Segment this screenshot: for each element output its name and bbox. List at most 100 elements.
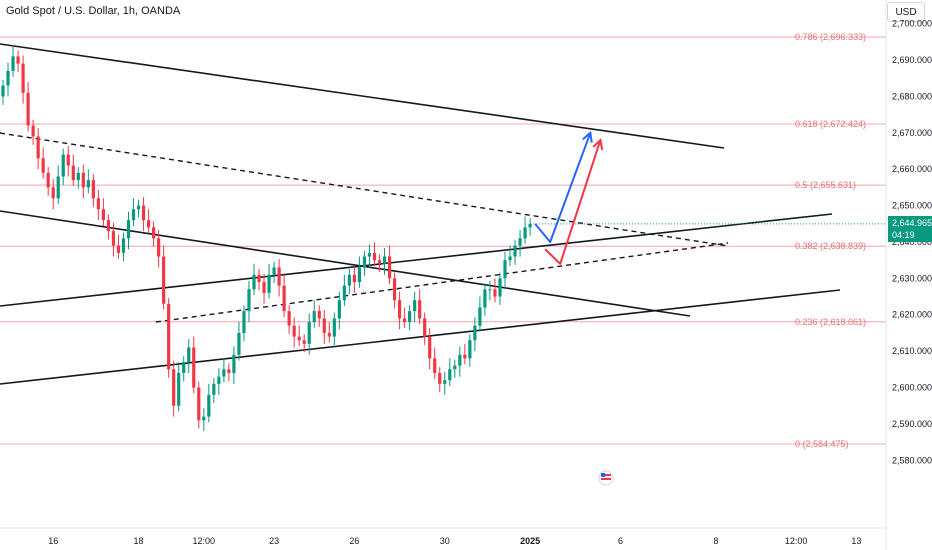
candle	[202, 416, 206, 421]
candle	[302, 340, 306, 344]
candle	[16, 56, 20, 64]
fib-label: 0.236 (2,618.061)	[795, 317, 866, 327]
candle	[292, 325, 296, 337]
fibonacci-levels: 0.786 (2,696.333) 0.618 (2,672.424) 0.5 (2…	[0, 32, 886, 449]
projection-arrows	[534, 130, 604, 265]
candle	[377, 260, 382, 264]
candle	[327, 332, 331, 337]
y-tick-label: 2,600.000	[892, 383, 932, 393]
y-tick-label: 2,670.000	[892, 128, 932, 138]
candle	[277, 267, 281, 286]
candle	[101, 209, 105, 221]
candle	[433, 358, 437, 373]
candle	[418, 300, 422, 319]
candle	[468, 340, 472, 359]
candle	[488, 289, 492, 291]
candle	[76, 172, 80, 181]
candle	[322, 318, 326, 333]
candle	[162, 256, 166, 304]
candle	[222, 369, 226, 377]
candle	[242, 311, 246, 333]
candle	[503, 260, 507, 279]
candle	[428, 336, 432, 359]
candle	[192, 347, 196, 388]
candle	[367, 252, 372, 257]
candle	[217, 376, 221, 384]
candle	[197, 387, 201, 421]
dashed-rising-line	[155, 242, 729, 323]
fib-label: 0.618 (2,672.424)	[795, 119, 866, 129]
candle	[31, 125, 35, 137]
candle	[21, 63, 25, 93]
candle	[61, 154, 65, 177]
candle	[332, 318, 336, 337]
y-tick-label: 2,660.000	[892, 164, 932, 174]
candle	[413, 300, 417, 312]
candle	[121, 238, 126, 253]
x-tick-label: 18	[134, 536, 144, 546]
candle	[26, 92, 30, 126]
candle	[438, 372, 442, 384]
x-axis[interactable]: 16 18 12:00 23 26 30 2025 6 8 12:00 13	[48, 536, 861, 546]
last-price-tag: 2,644.965 04:19	[888, 216, 932, 242]
candle	[463, 354, 467, 359]
chart-title: Gold Spot / U.S. Dollar, 1h, OANDA	[6, 5, 181, 17]
candle	[513, 245, 517, 257]
candle	[307, 322, 311, 344]
x-tick-label: 26	[349, 536, 359, 546]
candle	[312, 311, 316, 323]
candle	[478, 307, 482, 326]
candle	[126, 220, 131, 239]
candle	[362, 256, 367, 268]
rising-line-lower	[0, 289, 841, 385]
candle	[51, 187, 55, 199]
candle	[382, 256, 387, 264]
candle	[157, 238, 161, 257]
candle	[252, 274, 256, 290]
candle	[448, 369, 452, 381]
candle	[111, 231, 116, 246]
candle	[86, 180, 90, 188]
candle	[247, 289, 251, 312]
x-tick-label: 8	[713, 536, 718, 546]
candle	[347, 274, 351, 286]
fib-label: 0.382 (2,638.839)	[795, 241, 866, 251]
candle	[167, 303, 171, 370]
candle	[146, 220, 151, 228]
candle	[1, 85, 5, 97]
x-tick-label: 6	[618, 536, 623, 546]
candle	[212, 383, 216, 395]
candle	[483, 289, 487, 308]
candles	[1, 45, 886, 432]
blue-arrow	[534, 132, 592, 243]
candle	[172, 369, 176, 406]
x-tick-label: 30	[440, 536, 450, 546]
candle	[182, 362, 186, 373]
candle	[187, 347, 191, 363]
candle	[397, 300, 402, 319]
candle	[508, 256, 512, 261]
flag-icon[interactable]	[598, 470, 614, 486]
currency-button[interactable]: USD	[887, 2, 925, 22]
candle	[342, 285, 346, 301]
x-tick-label: 13	[851, 536, 861, 546]
candle	[11, 56, 15, 71]
fib-label: 0 (2,584.475)	[795, 439, 849, 449]
candle	[262, 281, 266, 293]
candle	[71, 165, 75, 181]
candle	[493, 289, 497, 297]
candle	[66, 154, 70, 166]
candle	[423, 318, 427, 337]
candle	[272, 267, 276, 275]
candle	[131, 209, 136, 221]
y-tick-label: 2,620.000	[892, 310, 932, 320]
candle	[357, 267, 362, 282]
candle	[136, 205, 141, 210]
channel-top-line	[0, 43, 725, 149]
candle	[106, 220, 111, 232]
y-tick-label: 2,590.000	[892, 419, 932, 429]
candle	[387, 256, 392, 279]
y-tick-label: 2,700.000	[892, 19, 932, 29]
fib-label: 0.5 (2,655.631)	[795, 180, 856, 190]
